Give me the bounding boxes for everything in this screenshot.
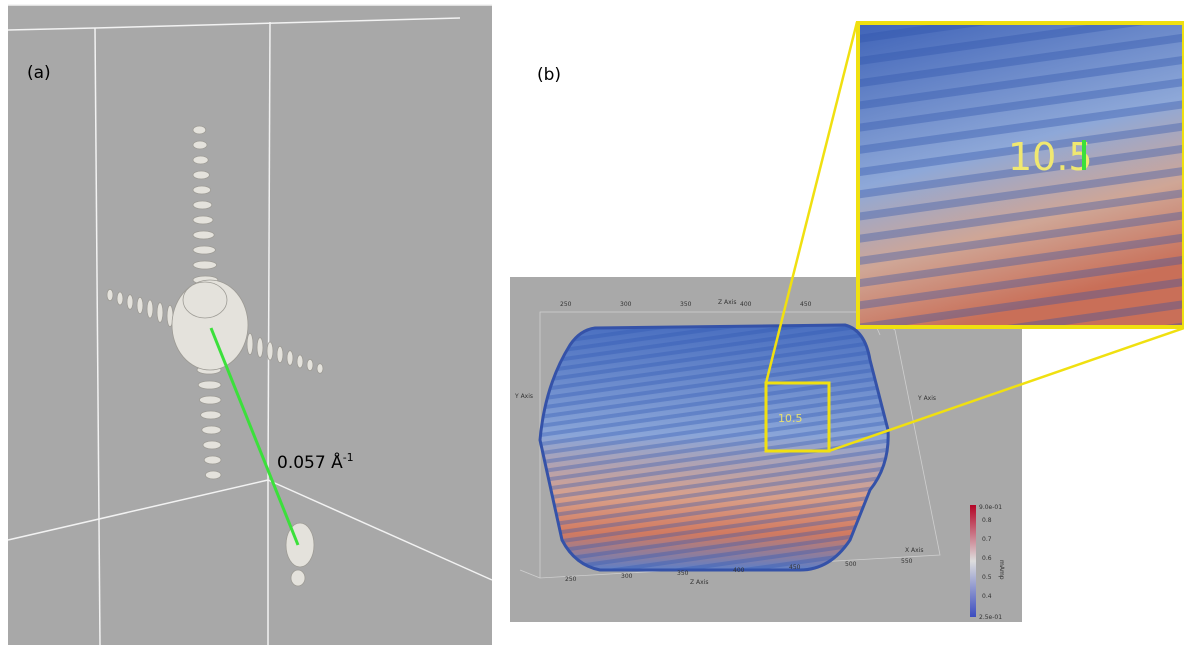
measure-marker [1082,140,1086,170]
tick-label: 350 [680,301,692,308]
lobe [307,359,313,370]
lobe [247,333,253,354]
lobe [277,346,283,362]
lobe [297,355,303,368]
distance-label: 0.057 Å-1 [277,451,354,473]
tick-label: 400 [740,301,752,308]
tick-label: 500 [845,561,857,568]
lobe [147,300,153,318]
measure-label-zoom: 10.5 [1008,135,1093,179]
lobe [287,351,293,366]
lobe [193,216,213,224]
lobe [198,381,221,389]
tick-label: 450 [789,564,801,571]
figure: (a) 0.057 Å-1 (b) Z Axis Z Axis Y Axis Y… [0,0,1184,645]
lobe [202,426,221,434]
lobe [317,364,323,374]
lobe [193,126,206,134]
lobe [193,261,217,269]
satellite [291,570,305,586]
lobe [193,156,208,164]
colorbar-tick: 0.4 [982,593,992,600]
core [183,282,227,318]
colorbar-title: mAmp [998,560,1005,580]
axis-title: Y Axis [514,393,533,400]
colorbar-tick: 0.5 [982,574,992,581]
colorbar [970,505,976,617]
tick-label: 450 [800,301,812,308]
tick-label: 300 [621,573,633,580]
colorbar-max: 9.0e-01 [979,504,1002,511]
axis-title: Z Axis [718,299,736,306]
lobe [117,292,123,305]
colorbar-tick: 0.8 [982,517,992,524]
fringes [530,320,900,580]
tick-label: 550 [901,558,913,565]
lobe [193,231,214,239]
tick-label: 250 [565,576,577,583]
distance-exponent: -1 [343,451,354,464]
axis-title: X Axis [905,547,923,554]
lobe [193,141,207,149]
axis-title: Z Axis [690,579,708,586]
satellite [286,523,314,567]
lobe [201,411,221,419]
lobe [157,303,163,323]
tick-label: 400 [733,567,745,574]
lobe [205,471,221,479]
tick-label: 250 [560,301,572,308]
colorbar-tick: 0.7 [982,536,992,543]
viewport [8,5,492,645]
lobe [257,338,263,358]
tick-label: 300 [620,301,632,308]
colorbar-min: 2.5e-01 [979,614,1002,621]
panel-a: (a) 0.057 Å-1 [8,5,492,645]
lobe [107,289,113,300]
tick-label: 350 [677,570,689,577]
panel-label: (b) [537,65,561,85]
lobe [204,456,221,464]
colorbar-tick: 0.6 [982,555,992,562]
distance-value: 0.057 Å [277,451,343,473]
lobe [203,441,221,449]
lobe [193,186,211,194]
lobe [193,171,209,179]
panel-b: (b) Z Axis Z Axis Y Axis Y Axis X Axis 2… [510,22,1184,622]
lobe [267,342,273,360]
lobe [199,396,221,404]
lobe [193,246,215,254]
lobe [193,201,212,209]
axis-title: Y Axis [917,395,936,402]
measure-label: 10.5 [778,412,803,425]
lobe [137,297,143,313]
panel-label: (a) [27,63,51,83]
lobe [127,295,133,310]
